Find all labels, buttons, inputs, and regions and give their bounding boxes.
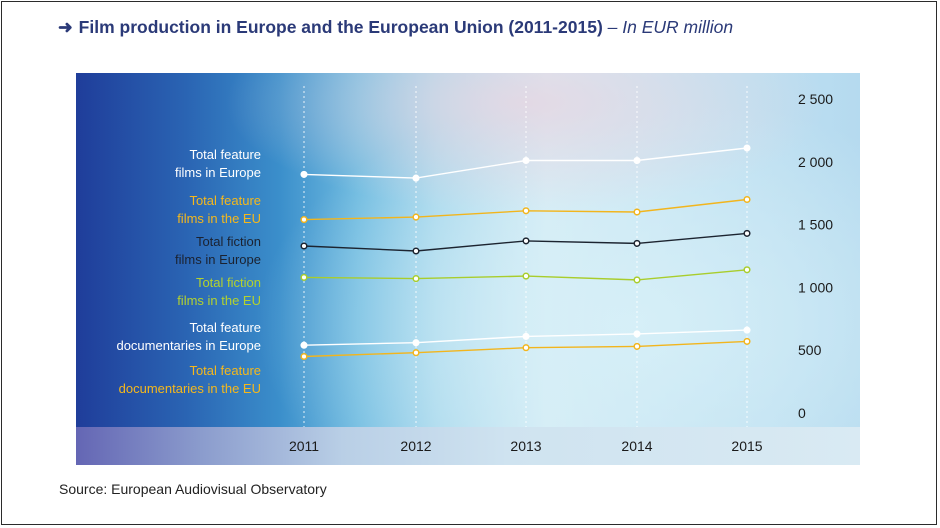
x-tick-label: 2015	[731, 438, 762, 454]
data-point-6-2013	[522, 344, 530, 352]
series-label-line: documentaries in the EU	[118, 380, 261, 396]
source-note: Source: European Audiovisual Observatory	[59, 481, 327, 497]
series-label-4: Total fiction films in the EU	[177, 274, 261, 309]
y-tick-label: 1 500	[798, 217, 833, 233]
series-label-5: Total feature documentaries in Europe	[116, 319, 261, 354]
chart-title-main: Film production in Europe and the Europe…	[78, 17, 603, 37]
data-point-5-2015	[743, 326, 751, 334]
series-label-line: Total feature	[189, 147, 261, 162]
data-point-1-2011	[300, 170, 308, 178]
data-point-5-2012	[412, 339, 420, 347]
series-label-line: films in Europe	[175, 164, 261, 180]
series-label-3: Total fiction films in Europe	[175, 233, 261, 268]
series-label-line: Total feature	[189, 363, 261, 378]
y-tick-label: 0	[798, 405, 806, 421]
y-tick-label: 500	[798, 342, 822, 358]
data-point-1-2015	[743, 144, 751, 152]
data-point-3-2015	[743, 229, 751, 237]
series-label-line: films in Europe	[175, 251, 261, 267]
data-point-3-2013	[522, 237, 530, 245]
series-label-line: Total fiction	[195, 234, 261, 249]
data-point-5-2013	[522, 332, 530, 340]
x-tick-label: 2014	[621, 438, 652, 454]
series-label-line: Total feature	[189, 320, 261, 335]
data-point-1-2012	[412, 174, 420, 182]
data-point-5-2014	[633, 330, 641, 338]
data-point-4-2012	[412, 275, 420, 283]
x-tick-label: 2011	[289, 438, 319, 454]
series-label-line: Total fiction	[195, 275, 261, 290]
data-point-2-2011	[300, 216, 308, 224]
x-tick-label: 2013	[510, 438, 541, 454]
x-axis-band	[76, 427, 860, 465]
data-point-2-2012	[412, 213, 420, 221]
series-label-line: films in the EU	[177, 210, 261, 226]
data-point-6-2011	[300, 352, 308, 361]
y-tick-label: 2 500	[798, 91, 833, 107]
data-point-6-2014	[633, 342, 641, 350]
data-point-4-2011	[300, 273, 308, 281]
y-tick-label: 1 000	[798, 279, 833, 295]
data-point-3-2014	[633, 239, 641, 247]
data-point-2-2013	[522, 207, 530, 215]
data-point-5-2011	[300, 341, 308, 349]
arrow-icon: ➜	[58, 17, 73, 37]
chart-subtitle: – In EUR million	[607, 17, 734, 37]
series-label-2: Total feature films in the EU	[177, 192, 261, 227]
data-point-2-2015	[743, 195, 751, 204]
series-label-6: Total feature documentaries in the EU	[119, 362, 261, 397]
data-point-1-2014	[633, 156, 641, 165]
data-point-6-2012	[412, 349, 420, 357]
series-label-1: Total feature films in Europe	[175, 146, 261, 181]
chart-title: ➜ Film production in Europe and the Europ…	[58, 17, 733, 38]
series-label-line: films in the EU	[177, 292, 261, 308]
x-tick-label: 2012	[400, 438, 431, 454]
data-point-2-2014	[633, 208, 641, 216]
plot-area-background	[76, 73, 860, 427]
data-point-6-2015	[743, 337, 751, 345]
data-point-4-2015	[743, 266, 751, 274]
y-tick-label: 2 000	[798, 154, 833, 170]
data-point-4-2014	[633, 276, 641, 284]
series-label-line: documentaries in Europe	[116, 337, 261, 353]
data-point-1-2013	[522, 156, 530, 165]
data-point-3-2012	[412, 247, 420, 255]
data-point-3-2011	[300, 242, 308, 250]
series-label-line: Total feature	[189, 193, 261, 208]
data-point-4-2013	[522, 272, 530, 280]
